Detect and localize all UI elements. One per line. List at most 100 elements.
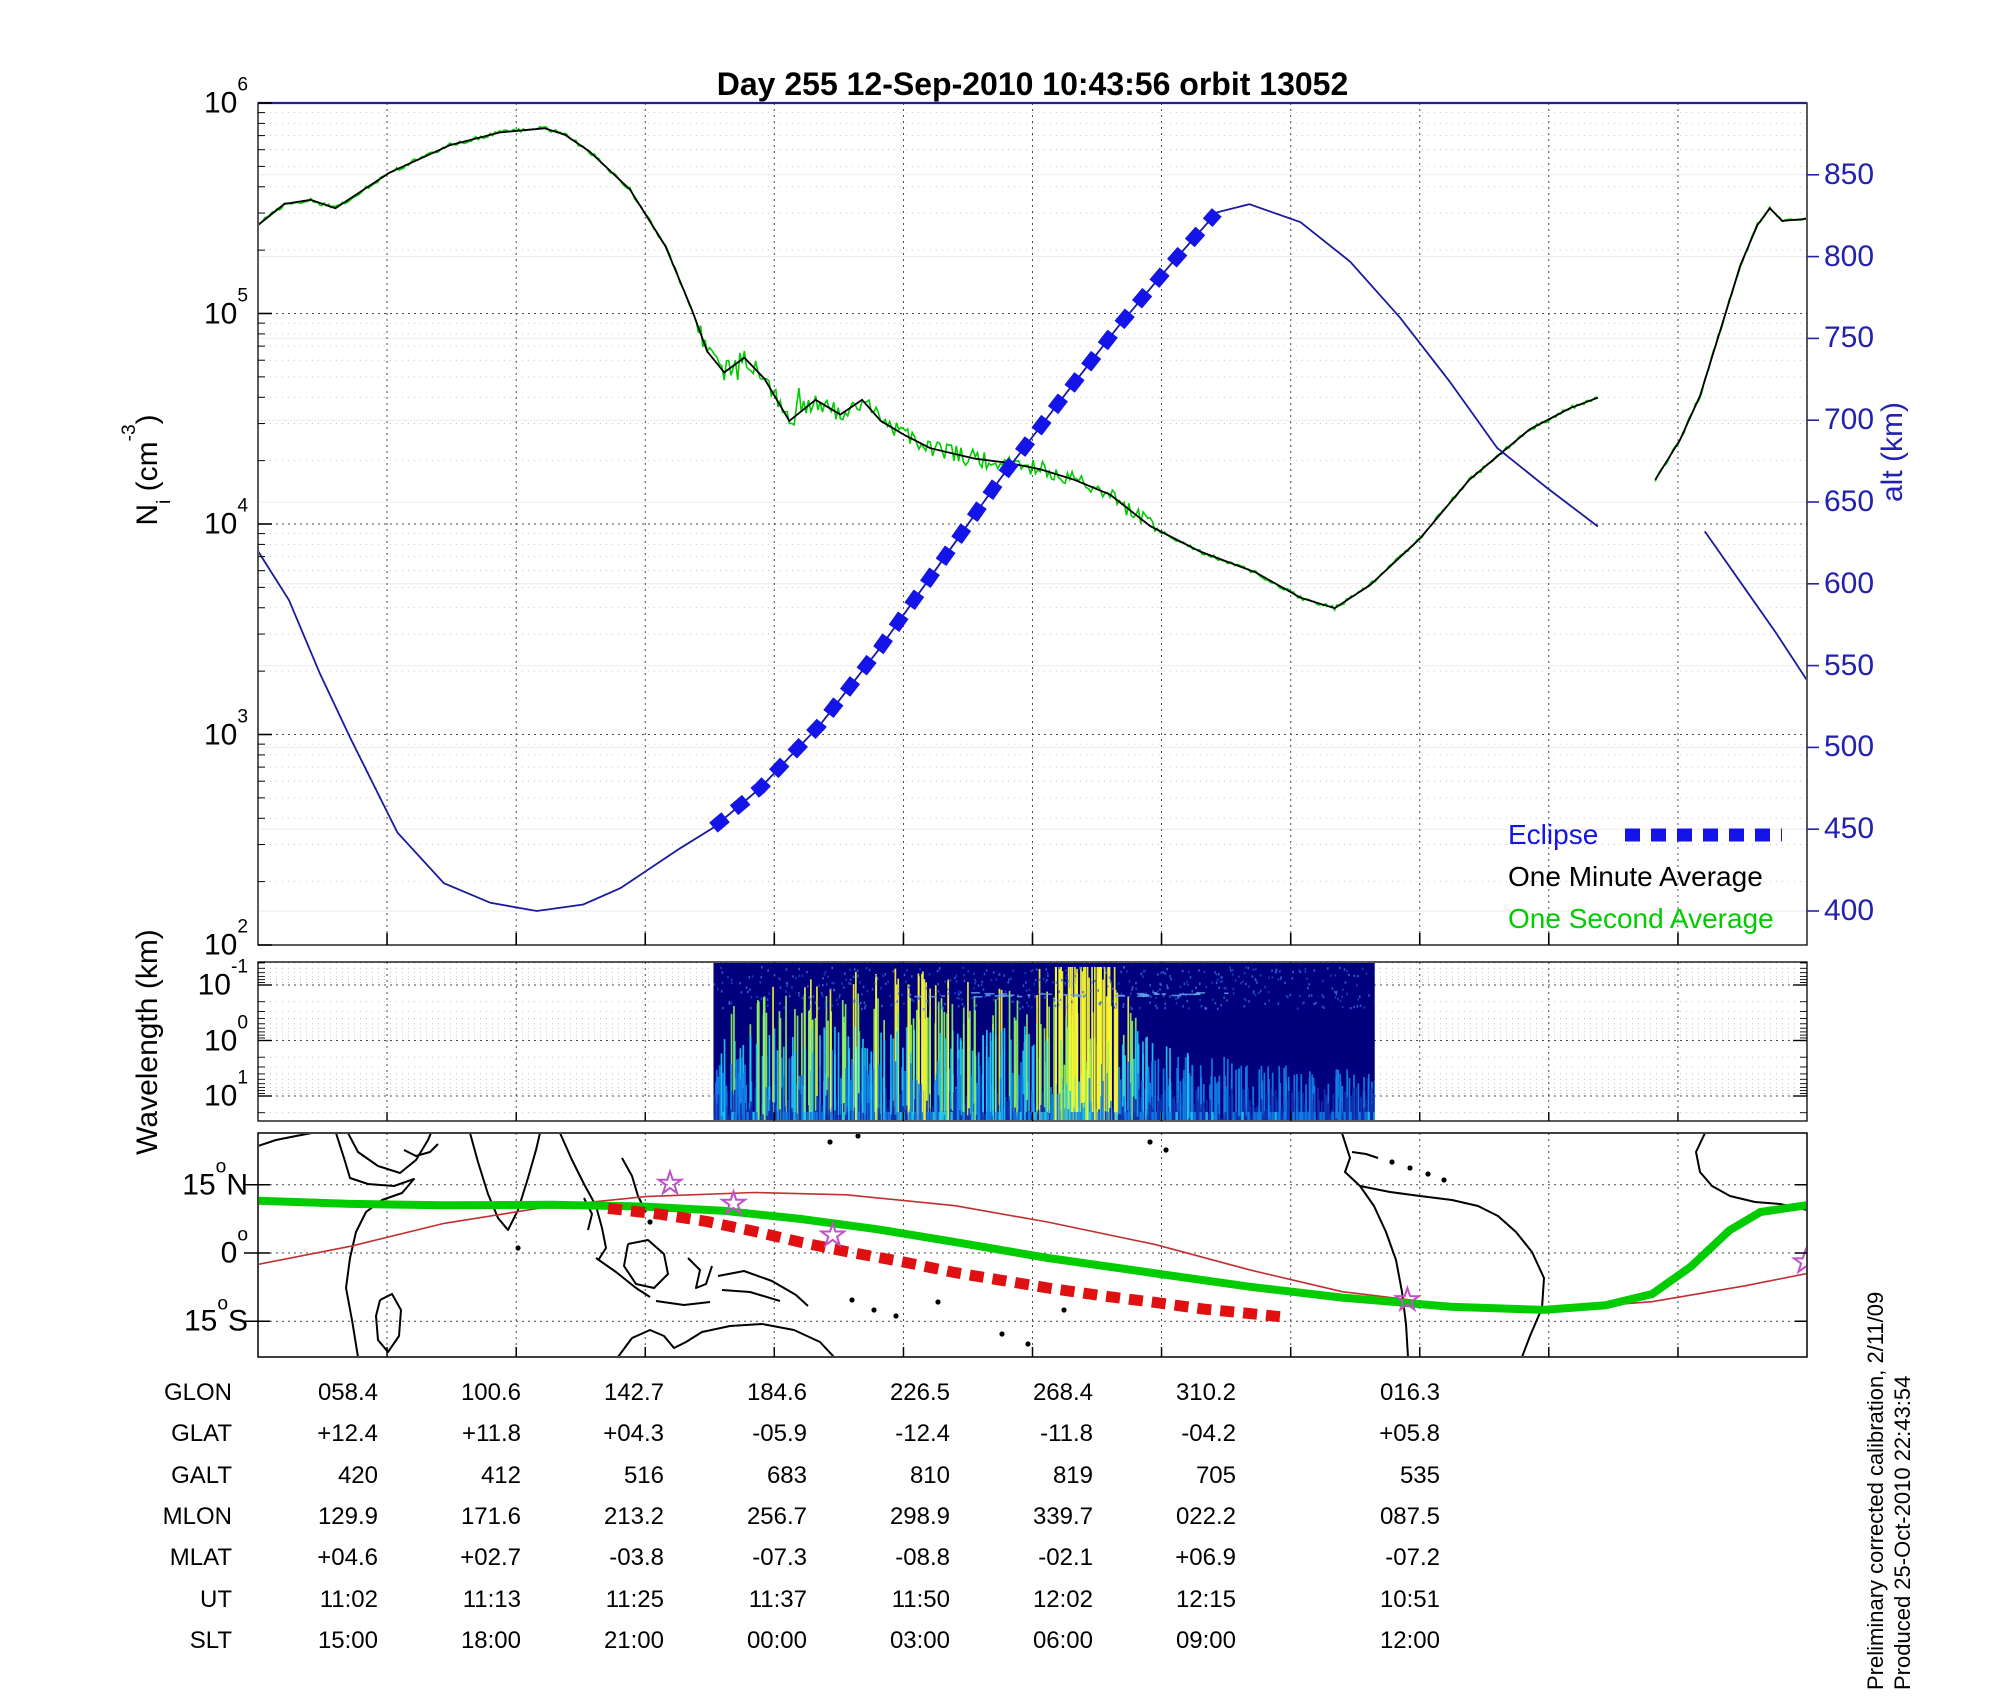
chart-shape bbox=[1358, 1112, 1361, 1120]
chart-shape bbox=[1187, 983, 1189, 986]
chart-shape bbox=[956, 996, 958, 1000]
chart-shape bbox=[1079, 966, 1081, 970]
table-row-ut: UT 11:02 11:13 11:25 11:37 11:50 12:02 12:15 10:… bbox=[0, 1586, 1500, 1626]
chart-shape bbox=[723, 1039, 726, 1120]
chart-shape bbox=[1076, 973, 1078, 1120]
table-row-label: MLAT bbox=[169, 1544, 232, 1572]
chart-shape bbox=[1272, 1095, 1275, 1120]
chart-shape bbox=[1185, 1117, 1188, 1120]
chart-shape bbox=[902, 1047, 904, 1120]
chart-shape bbox=[733, 1089, 736, 1120]
chart-shape bbox=[720, 990, 723, 993]
coastline bbox=[721, 1289, 781, 1302]
chart-shape bbox=[1048, 1006, 1050, 1120]
chart-shape bbox=[1234, 979, 1237, 982]
chart-shape bbox=[827, 1020, 829, 1120]
chart-shape bbox=[863, 1066, 866, 1120]
chart-shape bbox=[862, 1112, 864, 1120]
chart-shape bbox=[727, 976, 729, 979]
chart-shape bbox=[1321, 1005, 1324, 1008]
chart-shape bbox=[1298, 969, 1301, 972]
chart-shape bbox=[1067, 1109, 1070, 1120]
chart-shape bbox=[832, 1114, 834, 1120]
chart-shape bbox=[1240, 1065, 1243, 1120]
chart-shape bbox=[1034, 978, 1037, 982]
chart-shape bbox=[1113, 1113, 1116, 1120]
altitude-tick-label: 850 bbox=[1824, 157, 1875, 191]
chart-shape bbox=[890, 1034, 892, 1120]
wavelength-tick-label: 101 bbox=[203, 1067, 248, 1113]
chart-shape bbox=[875, 974, 877, 1120]
chart-shape bbox=[1164, 972, 1166, 975]
chart-shape bbox=[798, 992, 800, 995]
chart-shape bbox=[772, 1112, 775, 1120]
chart-shape bbox=[888, 1099, 891, 1120]
chart-shape bbox=[1082, 991, 1084, 994]
altitude-tick-label: 750 bbox=[1824, 321, 1875, 355]
chart-shape bbox=[798, 967, 800, 971]
chart-shape bbox=[957, 990, 960, 994]
chart-shape bbox=[827, 1077, 829, 1120]
chart-shape bbox=[1177, 996, 1179, 999]
chart-shape bbox=[1155, 996, 1157, 1000]
chart-shape bbox=[788, 1058, 791, 1120]
chart-shape bbox=[1039, 993, 1047, 995]
chart-shape bbox=[841, 1000, 844, 1120]
chart-shape bbox=[751, 975, 754, 978]
chart-shape bbox=[941, 995, 946, 997]
chart-shape bbox=[929, 1112, 932, 1120]
chart-shape bbox=[1024, 971, 1027, 975]
chart-shape bbox=[989, 1041, 992, 1120]
chart-shape bbox=[1322, 979, 1324, 982]
chart-shape bbox=[915, 1080, 918, 1120]
chart-shape bbox=[1149, 1117, 1152, 1120]
chart-shape bbox=[720, 1053, 723, 1120]
chart-shape bbox=[1094, 967, 1096, 1120]
chart-shape bbox=[713, 983, 716, 986]
chart-shape bbox=[834, 1115, 837, 1120]
chart-shape bbox=[1008, 978, 1010, 981]
chart-shape bbox=[1278, 1066, 1281, 1120]
chart-shape bbox=[1108, 976, 1111, 979]
table-cell: 420 bbox=[337, 1461, 378, 1489]
chart-shape bbox=[809, 1112, 812, 1120]
chart-shape bbox=[1356, 1005, 1359, 1008]
chart-shape bbox=[1013, 1017, 1016, 1120]
chart-shape bbox=[995, 1112, 998, 1120]
chart-shape bbox=[1248, 1000, 1250, 1003]
chart-shape bbox=[1365, 972, 1368, 975]
chart-shape bbox=[988, 1056, 990, 1120]
chart-shape bbox=[1036, 1024, 1038, 1120]
island-dot bbox=[1389, 1159, 1395, 1165]
chart-shape bbox=[754, 1089, 757, 1120]
chart-shape bbox=[1204, 1007, 1206, 1010]
chart-shape bbox=[1059, 1093, 1061, 1120]
table-cell: +11.8 bbox=[462, 1420, 521, 1448]
chart-shape bbox=[999, 1078, 1002, 1120]
chart-shape bbox=[925, 987, 928, 990]
chart-shape bbox=[1331, 1112, 1334, 1120]
chart-shape bbox=[1058, 966, 1061, 970]
chart-shape bbox=[1182, 1078, 1185, 1120]
chart-shape bbox=[1057, 983, 1059, 987]
chart-shape bbox=[974, 980, 977, 983]
chart-shape bbox=[871, 988, 874, 991]
chart-shape bbox=[1058, 990, 1061, 993]
chart-shape bbox=[825, 1095, 828, 1120]
chart-shape bbox=[759, 981, 762, 984]
chart-shape bbox=[1149, 984, 1152, 987]
chart-shape bbox=[1268, 999, 1270, 1002]
chart-shape bbox=[890, 1003, 893, 1007]
chart-shape bbox=[1184, 1057, 1187, 1120]
density-axis-label: Ni (cm-3) bbox=[119, 335, 174, 605]
table-cell: 10:51 bbox=[1379, 1585, 1440, 1613]
chart-shape bbox=[1047, 974, 1049, 977]
chart-shape bbox=[1033, 982, 1035, 986]
chart-shape bbox=[756, 1003, 759, 1120]
chart-shape bbox=[1195, 992, 1206, 994]
chart-shape bbox=[1050, 1087, 1052, 1120]
altitude-tick-label: 550 bbox=[1824, 648, 1875, 682]
chart-shape bbox=[1131, 986, 1134, 989]
chart-shape bbox=[1138, 1089, 1141, 1120]
chart-shape bbox=[1245, 982, 1247, 986]
